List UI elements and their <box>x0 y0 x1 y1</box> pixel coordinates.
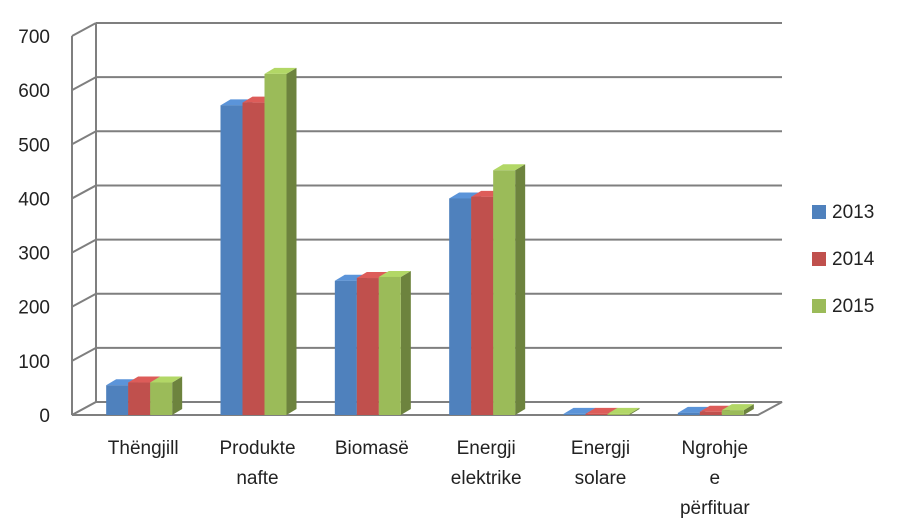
bar-2015-1 <box>264 67 297 415</box>
legend: 2013 2014 2015 <box>812 202 875 317</box>
gridlines <box>71 22 782 416</box>
y-axis-ticks: 0 100 200 300 400 500 600 700 <box>18 27 50 427</box>
y-tick-label: 600 <box>18 81 50 102</box>
bar-2015-3 <box>493 164 526 415</box>
y-tick-label: 700 <box>18 27 50 48</box>
bar-2015-5 <box>721 404 754 415</box>
y-tick-label: 500 <box>18 135 50 156</box>
x-axis-labels: Thëngjill Produkte nafte Biomasë Energji elek… <box>108 438 751 519</box>
gridline-side <box>71 184 97 200</box>
y-tick-label: 300 <box>18 244 50 265</box>
legend-label: 2013 <box>832 202 874 223</box>
bar-2015-2 <box>378 270 411 415</box>
gridline-side <box>71 346 97 362</box>
x-category-label: elektrike <box>451 468 522 489</box>
legend-label: 2014 <box>832 249 875 270</box>
gridline-side <box>71 76 97 92</box>
legend-label: 2015 <box>832 296 874 317</box>
gridline-side <box>71 238 97 254</box>
x-category-label: solare <box>575 468 627 489</box>
x-category-label: nafte <box>236 468 278 489</box>
legend-swatch <box>812 205 826 219</box>
x-category-label: Energji <box>571 438 630 459</box>
x-category-label: Thëngjill <box>108 438 179 459</box>
bar-2015-0 <box>150 376 183 415</box>
gridline-side <box>71 22 97 37</box>
x-category-label: Produkte <box>219 438 295 459</box>
gridline-side <box>71 130 97 146</box>
y-tick-label: 400 <box>18 189 50 210</box>
bars <box>106 67 754 416</box>
x-category-label: Ngrohje <box>682 438 749 459</box>
y-tick-label: 0 <box>39 406 50 427</box>
y-tick-label: 200 <box>18 298 50 319</box>
y-tick-label: 100 <box>18 352 50 373</box>
x-category-label: përfituar <box>680 498 750 519</box>
legend-swatch <box>812 252 826 266</box>
x-category-label: Energji <box>457 438 516 459</box>
legend-swatch <box>812 299 826 313</box>
bar-2015-4 <box>607 407 640 415</box>
gridline-side <box>71 292 97 308</box>
chart-walls <box>71 23 783 416</box>
x-category-label: Biomasë <box>335 438 409 459</box>
x-category-label: e <box>710 468 721 489</box>
